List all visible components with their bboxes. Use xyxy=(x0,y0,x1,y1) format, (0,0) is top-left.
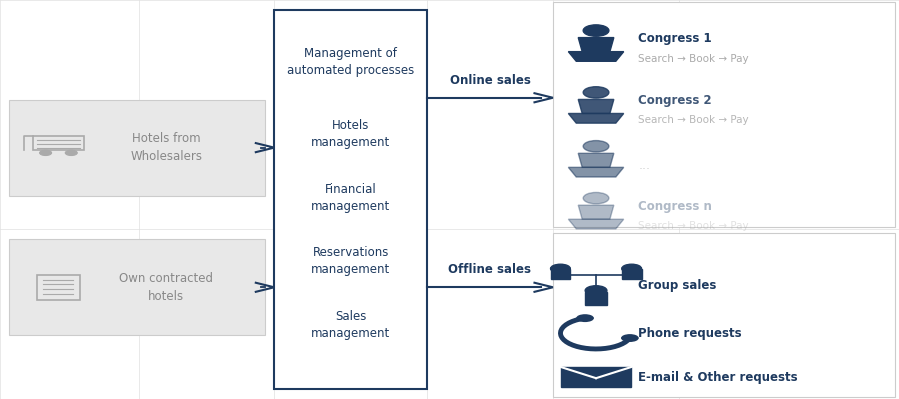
Polygon shape xyxy=(578,99,614,113)
Polygon shape xyxy=(578,153,614,167)
Circle shape xyxy=(40,150,51,156)
Text: Congress 1: Congress 1 xyxy=(638,32,712,45)
Text: Search → Book → Pay: Search → Book → Pay xyxy=(638,53,749,64)
Circle shape xyxy=(585,286,607,295)
Bar xyxy=(553,233,895,397)
Bar xyxy=(9,239,265,335)
Circle shape xyxy=(583,87,609,98)
Text: Online sales: Online sales xyxy=(450,73,530,87)
Polygon shape xyxy=(578,205,614,219)
Text: Group sales: Group sales xyxy=(638,279,717,292)
Circle shape xyxy=(550,264,570,273)
Polygon shape xyxy=(578,38,614,51)
Text: Congress n: Congress n xyxy=(638,200,712,213)
Circle shape xyxy=(621,334,639,342)
Text: Sales
management: Sales management xyxy=(311,310,390,340)
Bar xyxy=(553,2,895,227)
Bar xyxy=(550,269,570,279)
Circle shape xyxy=(66,150,77,156)
Polygon shape xyxy=(568,167,624,177)
Text: Offline sales: Offline sales xyxy=(449,263,531,276)
Bar xyxy=(32,136,85,150)
Bar xyxy=(561,367,631,387)
Text: Hotels from
Wholesalers: Hotels from Wholesalers xyxy=(130,132,202,163)
Bar xyxy=(274,10,427,389)
Circle shape xyxy=(622,264,642,273)
Bar xyxy=(622,269,642,279)
Text: Financial
management: Financial management xyxy=(311,182,390,213)
Circle shape xyxy=(583,140,609,152)
Text: Phone requests: Phone requests xyxy=(638,327,742,340)
Text: Own contracted
hotels: Own contracted hotels xyxy=(120,272,213,303)
Bar xyxy=(37,275,80,300)
Circle shape xyxy=(583,192,609,204)
Polygon shape xyxy=(568,219,624,229)
Text: Search → Book → Pay: Search → Book → Pay xyxy=(638,115,749,126)
Text: Reservations
management: Reservations management xyxy=(311,246,390,277)
Circle shape xyxy=(576,314,594,322)
Text: E-mail & Other requests: E-mail & Other requests xyxy=(638,371,798,383)
Text: ...: ... xyxy=(638,159,650,172)
Polygon shape xyxy=(568,51,624,61)
Text: Search → Book → Pay: Search → Book → Pay xyxy=(638,221,749,231)
Bar xyxy=(585,292,607,304)
Text: Congress 2: Congress 2 xyxy=(638,94,712,107)
Text: Hotels
management: Hotels management xyxy=(311,119,390,149)
Polygon shape xyxy=(568,113,624,123)
Text: Management of
automated processes: Management of automated processes xyxy=(287,47,414,77)
Bar xyxy=(9,100,265,196)
Circle shape xyxy=(583,25,609,36)
